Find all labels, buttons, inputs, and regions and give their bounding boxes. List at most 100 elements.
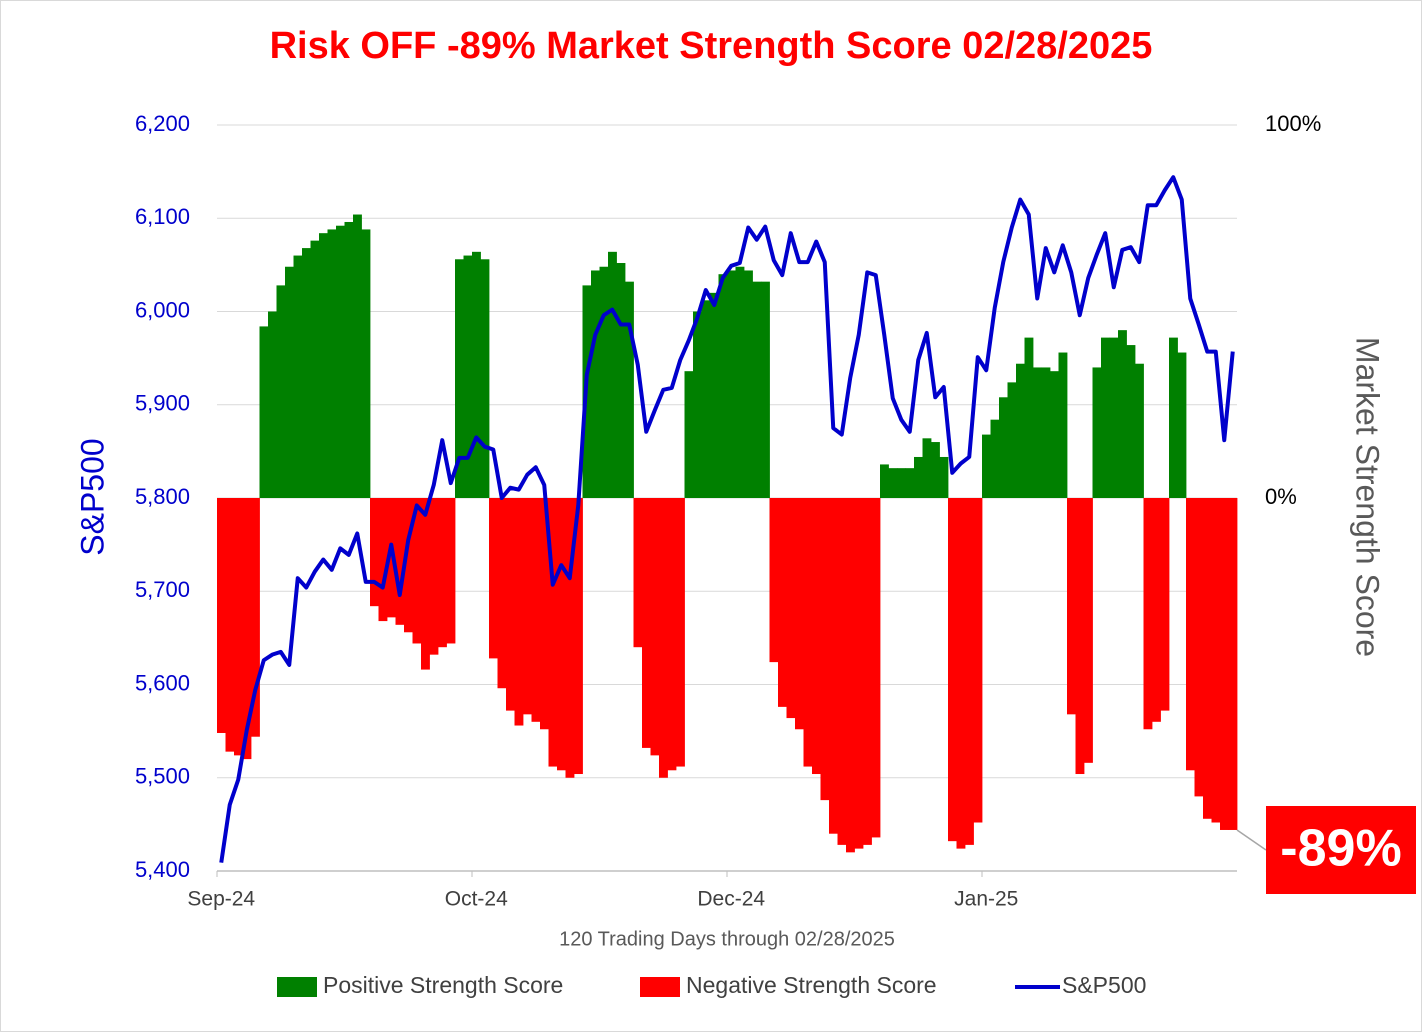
bar [574, 498, 583, 775]
bar [1007, 382, 1017, 498]
bar [829, 498, 838, 834]
bar [455, 259, 464, 498]
bar [1075, 498, 1085, 775]
bar [310, 240, 320, 498]
bar [497, 498, 507, 689]
bar [1016, 363, 1025, 498]
annotation: -89% [1280, 820, 1401, 878]
bar [489, 498, 498, 659]
bar [931, 442, 940, 498]
x-axis-label: 120 Trading Days through 02/28/2025 [559, 928, 895, 950]
bar [446, 498, 456, 644]
bar [1135, 363, 1144, 498]
bar [336, 225, 345, 498]
y2-tick-label: 0% [1265, 484, 1297, 509]
legend-label: Positive Strength Score [323, 972, 563, 998]
x-tick-label: Jan-25 [954, 888, 1018, 911]
y-tick-label: 6,100 [135, 204, 190, 229]
bar [1186, 498, 1195, 771]
legend-label: Negative Strength Score [686, 972, 937, 998]
bar [480, 259, 490, 498]
bar [1041, 367, 1051, 498]
bar [812, 498, 821, 775]
bar [642, 498, 651, 748]
bar [540, 498, 549, 730]
bar [693, 311, 702, 498]
bar [1067, 498, 1076, 715]
bar [251, 498, 260, 737]
bar [1220, 498, 1229, 830]
bar [650, 498, 660, 756]
bar [531, 498, 541, 722]
y-tick-label: 5,500 [135, 764, 190, 789]
bar [591, 270, 600, 498]
bar [1228, 498, 1238, 830]
y-tick-label: 6,200 [135, 111, 190, 136]
bar [599, 266, 609, 498]
bar [752, 281, 762, 498]
bar [1024, 337, 1034, 498]
bar [276, 285, 286, 498]
bar [1058, 352, 1068, 498]
bar [217, 498, 226, 733]
bar [888, 468, 898, 498]
bar [820, 498, 830, 801]
bar [1050, 371, 1059, 498]
y-tick-label: 5,700 [135, 577, 190, 602]
bar [293, 255, 303, 498]
legend-swatch [640, 977, 680, 997]
bar [557, 498, 566, 771]
bar [1160, 498, 1170, 711]
bar [854, 498, 864, 849]
line [219, 175, 1235, 863]
bar [701, 300, 711, 498]
bar [982, 434, 991, 498]
annotation-box [1266, 806, 1416, 894]
bar [565, 498, 575, 778]
bar [1033, 367, 1042, 498]
bar [939, 456, 949, 498]
bar [965, 498, 974, 845]
bar [285, 266, 294, 498]
bar [684, 371, 694, 498]
chart-title: Risk OFF -89% Market Strength Score 02/2… [270, 25, 1153, 67]
bar [1177, 352, 1187, 498]
bar [667, 498, 677, 771]
bar [710, 292, 719, 498]
bar [1152, 498, 1161, 722]
bar [625, 281, 634, 498]
bar [472, 251, 481, 498]
bar [990, 419, 1000, 498]
bar [259, 326, 269, 498]
bar [429, 498, 439, 655]
bar [1118, 330, 1127, 498]
bar [1109, 337, 1119, 498]
bar [659, 498, 668, 778]
bar [1101, 337, 1110, 498]
bar [438, 498, 447, 648]
bar [378, 498, 388, 622]
bar [914, 456, 923, 498]
annotation-connector [1236, 829, 1267, 851]
bar [234, 498, 243, 756]
bar [353, 214, 362, 498]
bar [880, 464, 889, 498]
bar [463, 255, 473, 498]
bar [1084, 498, 1093, 763]
bar [319, 233, 328, 499]
bar [786, 498, 796, 719]
bar [616, 263, 626, 498]
bar [412, 498, 422, 644]
bar [676, 498, 685, 767]
bar [735, 266, 745, 498]
bar [761, 281, 770, 498]
legend: Positive Strength Score Negative Strength… [277, 972, 1146, 998]
bar [421, 498, 430, 670]
bar [361, 229, 371, 498]
lines [219, 175, 1235, 863]
bar [905, 468, 915, 498]
legend-label: S&P500 [1062, 972, 1146, 998]
y-tick-label: 5,900 [135, 391, 190, 416]
bar [1194, 498, 1204, 797]
